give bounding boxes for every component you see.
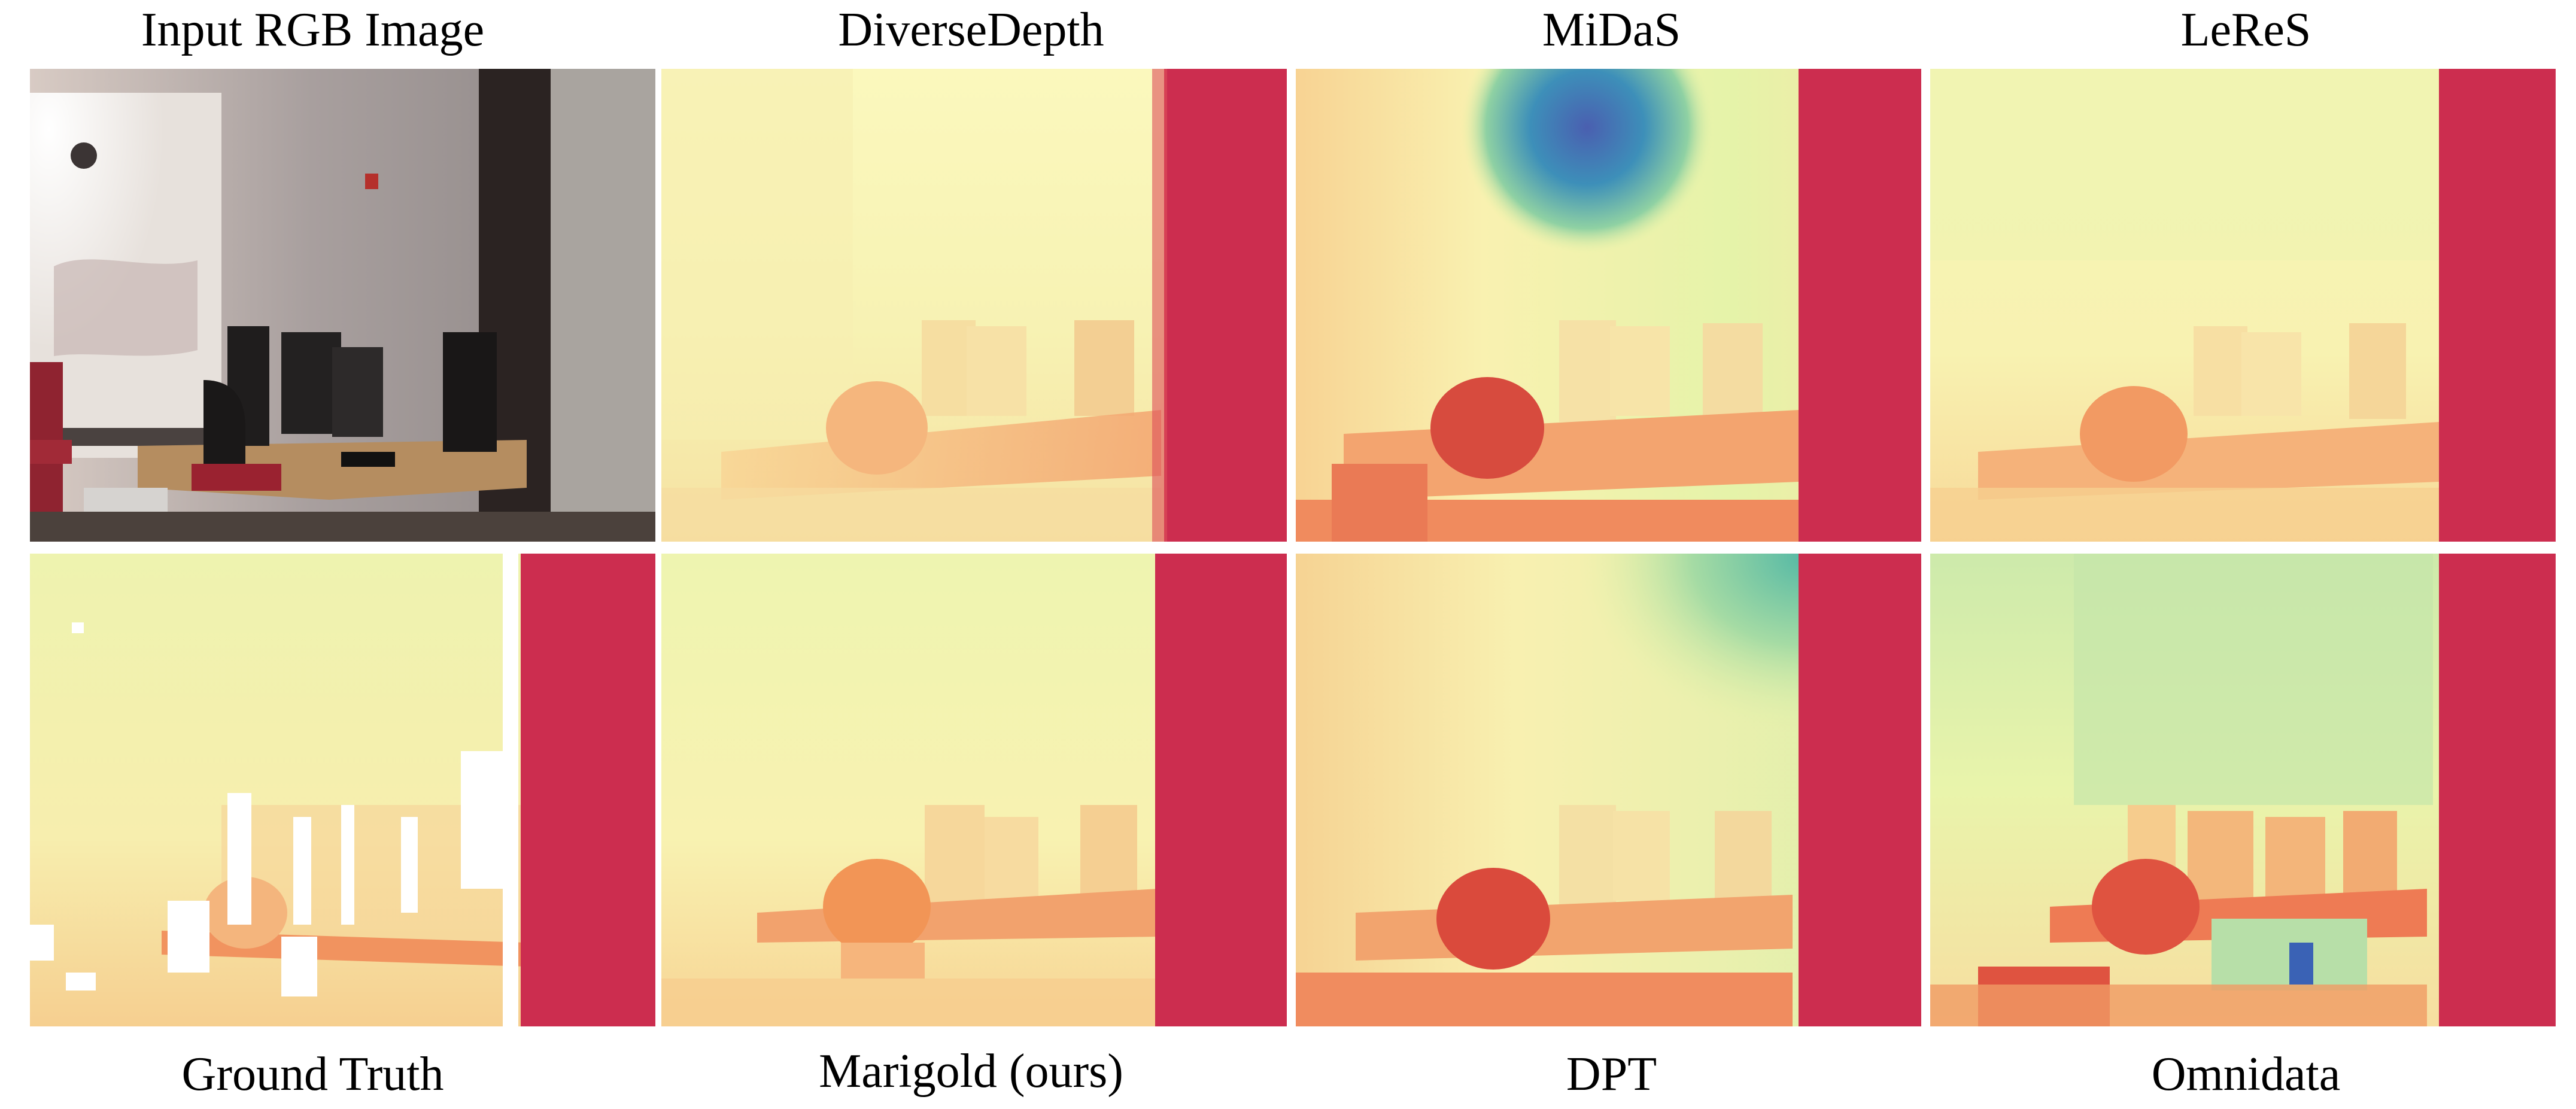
label-diversedepth: DiverseDepth bbox=[838, 4, 1104, 56]
input-rgb-image bbox=[30, 69, 655, 542]
label-ground-truth: Ground Truth bbox=[181, 1048, 444, 1101]
label-dpt: DPT bbox=[1566, 1048, 1657, 1101]
label-omnidata: Omnidata bbox=[2151, 1048, 2341, 1101]
label-leres: LeReS bbox=[2180, 4, 2311, 56]
depth-map-midas bbox=[1296, 69, 1921, 542]
depth-map-dpt bbox=[1296, 554, 1921, 1026]
depth-map-ground-truth bbox=[30, 554, 655, 1026]
depth-map-marigold bbox=[661, 554, 1287, 1026]
depth-map-diversedepth bbox=[661, 69, 1287, 542]
label-midas: MiDaS bbox=[1542, 4, 1681, 56]
label-input-rgb-image: Input RGB Image bbox=[141, 4, 485, 56]
depth-map-leres bbox=[1930, 69, 2556, 542]
depth-map-omnidata bbox=[1930, 554, 2556, 1026]
label-marigold-ours: Marigold (ours) bbox=[819, 1045, 1123, 1098]
